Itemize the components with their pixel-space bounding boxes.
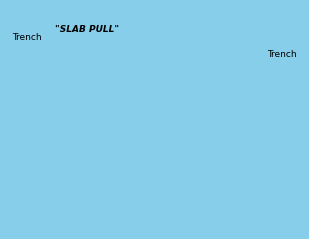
Text: Trench: Trench — [267, 49, 297, 59]
Text: Trench: Trench — [12, 33, 42, 42]
Text: "SLAB PULL": "SLAB PULL" — [55, 25, 119, 33]
